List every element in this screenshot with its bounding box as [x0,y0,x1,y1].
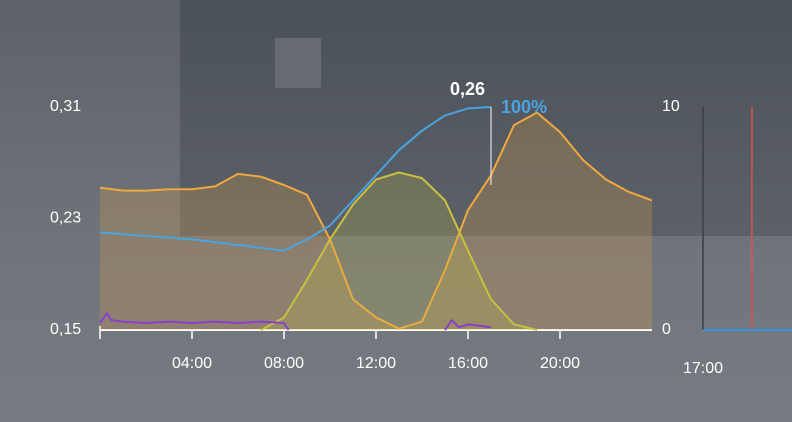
background-shape [275,38,321,88]
x-tick-label: 08:00 [264,355,304,372]
y-tick-label: 0 [662,321,671,338]
series-line [99,312,290,331]
y-tick-label: 10 [662,98,680,115]
x-tick-label: 12:00 [356,355,396,372]
x-tick-label: 17:00 [683,360,723,377]
series-line [260,171,538,331]
y-tick-label: 0,15 [50,321,81,338]
x-tick-label: 16:00 [448,355,488,372]
y-tick-label: 0,23 [50,210,81,227]
x-tick-label: 20:00 [540,355,580,372]
series-line [444,319,492,331]
cursor-label: 0,26 [450,79,485,99]
area [261,172,537,330]
series-line [99,111,653,330]
series-line [99,106,492,252]
plot: 0,15 0,23 0,31 04:00 08:00 12:00 16:00 20:00 0,2… [50,79,792,377]
cursor-label: 100% [501,97,547,117]
x-tick-label: 04:00 [172,355,212,372]
y-tick-label: 0,31 [50,98,81,115]
area [100,112,652,330]
